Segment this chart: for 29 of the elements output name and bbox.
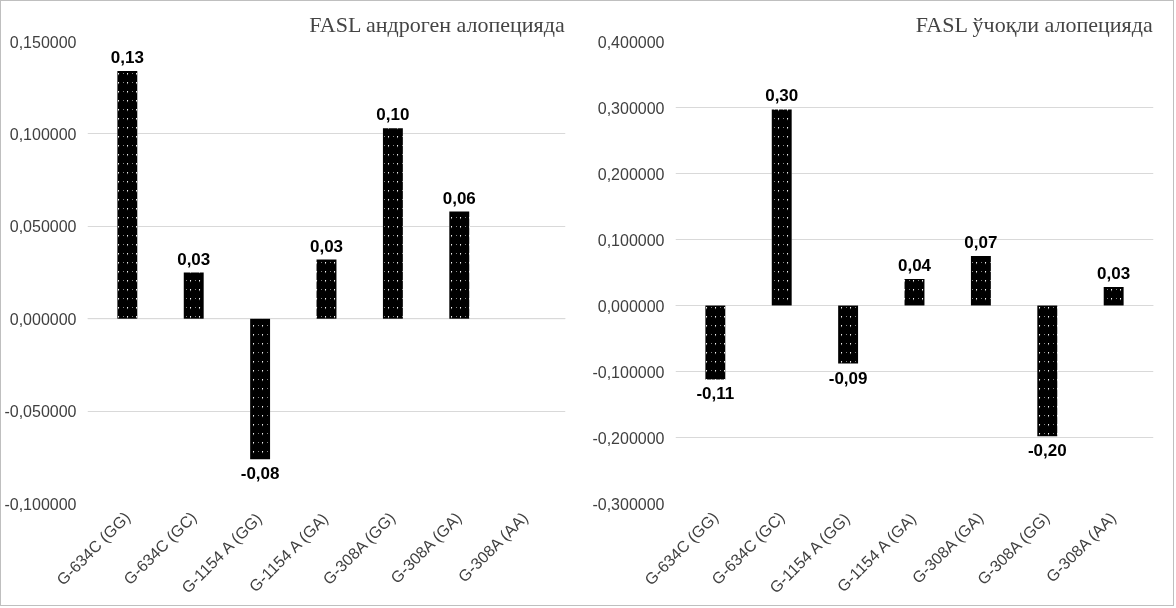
data-label: -0,08 xyxy=(240,464,280,484)
data-label: 0,03 xyxy=(309,236,344,256)
y-tick-label: 0,100000 xyxy=(597,231,665,249)
chart-title: FASL ўчоқли алопецияда xyxy=(915,11,1153,37)
data-label: 0,30 xyxy=(765,86,799,106)
y-tick-label: 0,400000 xyxy=(597,33,665,51)
y-tick-label: -0,200000 xyxy=(592,429,665,447)
y-tick-label: -0,100000 xyxy=(4,495,77,513)
data-label: 0,04 xyxy=(897,256,932,276)
data-label: 0,06 xyxy=(442,188,476,208)
y-tick-label: 0,150000 xyxy=(9,33,77,51)
y-tick-label: 0,000000 xyxy=(9,310,77,328)
y-tick-label: -0,100000 xyxy=(592,363,665,381)
data-label: 0,13 xyxy=(110,48,144,68)
chart-title: FASL андроген алопецияда xyxy=(309,11,565,37)
data-label: 0,03 xyxy=(1097,264,1131,284)
data-label: 0,03 xyxy=(177,249,211,269)
y-tick-label: 0,000000 xyxy=(597,297,665,315)
data-label: 0,10 xyxy=(376,105,410,125)
y-tick-label: 0,200000 xyxy=(597,165,665,183)
y-tick-label: -0,050000 xyxy=(4,403,77,421)
y-tick-label: 0,300000 xyxy=(597,99,665,117)
data-label: -0,20 xyxy=(1027,441,1067,461)
y-tick-label: -0,300000 xyxy=(592,495,665,513)
y-tick-label: 0,100000 xyxy=(9,125,77,143)
data-label: -0,11 xyxy=(696,384,735,404)
data-label: -0,09 xyxy=(828,368,868,388)
y-tick-label: 0,050000 xyxy=(9,218,77,236)
data-label: 0,07 xyxy=(964,233,998,252)
